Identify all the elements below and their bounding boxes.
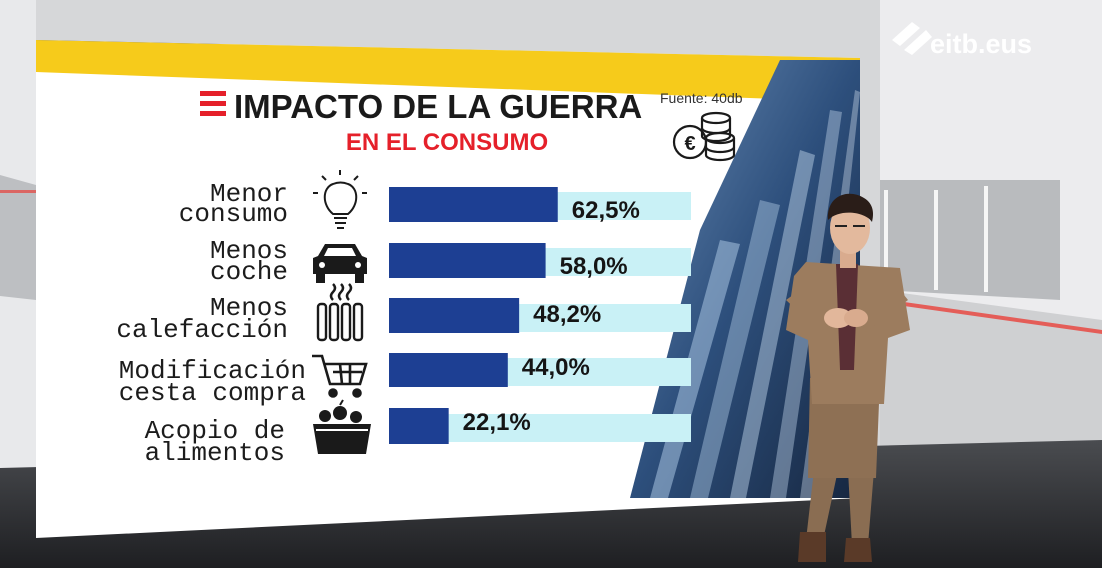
bar-rows: Menor consumo 62,5% Menos coche <box>116 170 691 468</box>
category-label-line1: Menos <box>210 236 288 266</box>
category-label-line1: Menos <box>210 293 288 323</box>
chart-subtitle: EN EL CONSUMO <box>346 129 548 156</box>
bar-row: Menos calefacción 48,2% <box>116 283 691 345</box>
bar-row: Modificación cesta compra 44,0% <box>119 353 691 408</box>
lightbulb-icon <box>313 170 367 229</box>
category-label-line1: Menor <box>210 179 288 209</box>
logo-text: eitb.eus <box>930 29 1032 59</box>
bar <box>389 243 546 278</box>
category-label-line1: Acopio de <box>145 416 285 446</box>
title-menu-icon <box>200 91 226 116</box>
car-icon <box>313 244 367 283</box>
category-label-line2: calefacción <box>116 315 288 345</box>
value-label: 62,5% <box>572 197 640 224</box>
value-label: 22,1% <box>463 409 531 436</box>
category-label-line2: consumo <box>179 199 288 229</box>
food-basket-icon <box>313 399 371 454</box>
category-label-line1: Modificación <box>119 356 306 386</box>
value-label: 58,0% <box>560 253 628 280</box>
bar <box>389 187 558 222</box>
bar <box>389 298 520 333</box>
chart-title: IMPACTO DE LA GUERRA <box>234 88 642 125</box>
bar <box>389 408 449 444</box>
svg-text:€: € <box>684 133 695 155</box>
bar-row: Acopio de alimentos 22,1% <box>145 399 691 468</box>
bar-row: Menos coche 58,0% <box>210 236 691 287</box>
radiator-icon <box>316 283 364 342</box>
value-label: 48,2% <box>533 301 601 328</box>
value-label: 44,0% <box>522 354 590 381</box>
bar <box>389 353 508 387</box>
eitb-logo: eitb.eus <box>892 22 1032 59</box>
yellow-band <box>36 40 860 102</box>
shopping-cart-icon <box>312 354 368 398</box>
source-label: Fuente: 40db <box>660 90 743 106</box>
graphic-panel: IMPACTO DE LA GUERRA EN EL CONSUMO Fuent… <box>36 40 860 538</box>
euro-coins-icon: € <box>672 111 736 162</box>
category-label-line2: coche <box>210 257 288 287</box>
category-label-line2: cesta compra <box>119 378 306 408</box>
category-label-line2: alimentos <box>145 438 285 468</box>
presenter-person <box>786 193 910 562</box>
bar-row: Menor consumo 62,5% <box>179 170 691 229</box>
